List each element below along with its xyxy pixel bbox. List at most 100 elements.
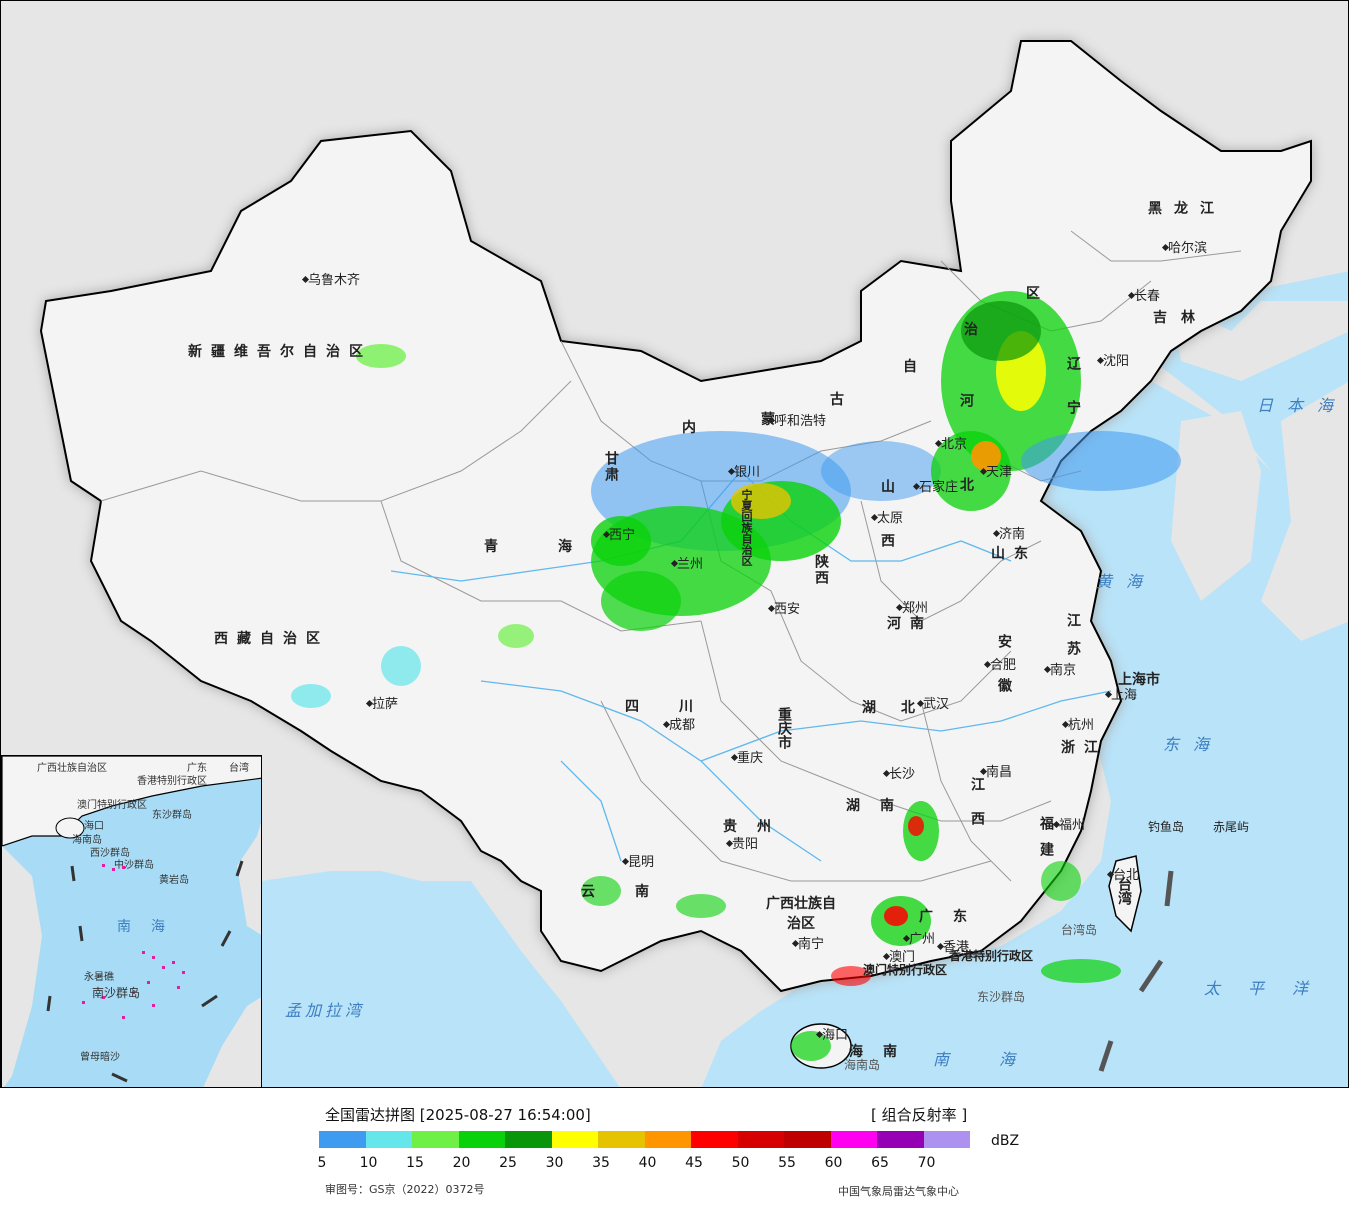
radar-echo: [971, 441, 1001, 471]
legend-title: 全国雷达拼图 [2025-08-27 16:54:00]: [325, 1106, 591, 1124]
city-marker: [979, 467, 988, 476]
legend-tick-label: 20: [452, 1155, 471, 1171]
inset-philippines: [237, 822, 261, 935]
province-macau-sar: 澳门特别行政区: [863, 963, 948, 977]
province-jiangxi: 江西: [969, 777, 985, 845]
legend-swatch: [877, 1131, 924, 1148]
province-hubei: 湖北: [862, 700, 940, 716]
province-neimenggu-6: 区: [1026, 286, 1049, 302]
legend-color-bar: [319, 1131, 970, 1148]
sea-yellow: 黄海: [1096, 572, 1157, 591]
radar-echo: [291, 684, 331, 708]
radar-echo: [676, 894, 726, 918]
sea-east: 东海: [1163, 735, 1224, 754]
radar-echo: [961, 301, 1041, 361]
province-heilongjiang: 黑龙江: [1148, 201, 1226, 217]
sea-japan: 日本海: [1257, 396, 1348, 415]
province-liaoning: 辽宁: [1065, 356, 1081, 444]
radar-echo: [591, 516, 651, 566]
city-xian: 西安: [774, 602, 801, 617]
legend-swatch: [551, 1131, 598, 1148]
province-qinghai: 青海: [484, 539, 632, 555]
radar-echo: [1021, 431, 1181, 491]
city-chengdu: 成都: [669, 718, 696, 733]
province-gansu: 甘肃: [603, 451, 619, 483]
province-shanghai: 上海市: [1118, 672, 1160, 688]
legend-tick-label: 15: [406, 1155, 424, 1171]
radar-map: 乌鲁木齐 拉萨 西宁 兰州 银川 呼和浩特 北京 天津 石家庄 太原 济南 郑州…: [0, 0, 1349, 1088]
province-hebei: 河北: [958, 393, 974, 561]
province-shaanxi: 陕西: [813, 554, 829, 586]
sea-south: 南海: [933, 1050, 1066, 1069]
japan-land: [1261, 382, 1348, 641]
province-jiangsu: 江苏: [1065, 613, 1081, 669]
radar-echo: [731, 483, 791, 519]
province-neimenggu-4: 自: [903, 359, 926, 375]
city-changchun: 长春: [1134, 289, 1161, 304]
province-hainan: 海南: [849, 1044, 917, 1060]
city-marker: [882, 952, 891, 961]
city-marker: [301, 275, 310, 284]
radar-echo: [1041, 861, 1081, 901]
radar-echo: [884, 906, 908, 926]
city-marker: [882, 769, 891, 778]
island-hainan: 海南岛: [844, 1058, 881, 1072]
radar-echo: [1041, 959, 1121, 983]
legend-tick-label: 45: [685, 1155, 703, 1171]
city-beijing: 北京: [941, 437, 968, 452]
legend-tick-label: 25: [499, 1155, 517, 1171]
island-diaoyu: 钓鱼岛: [1148, 820, 1185, 834]
city-marker: [365, 699, 374, 708]
boundary-dashes: [1098, 870, 1174, 1072]
radar-echo: [356, 344, 406, 368]
province-hunan: 湖南: [846, 798, 914, 814]
city-marker: [895, 603, 904, 612]
city-shenyang: 沈阳: [1103, 354, 1130, 369]
legend-product: [ 组合反射率 ]: [871, 1106, 968, 1124]
city-nanchang: 南昌: [986, 765, 1013, 780]
inset-hainan: [55, 817, 85, 839]
legend-swatch: [737, 1131, 784, 1148]
city-marker: [621, 857, 630, 866]
city-marker: [791, 939, 800, 948]
province-shandong: 山东: [991, 546, 1037, 562]
radar-echoes: [291, 291, 1181, 1061]
sea-bengal: 孟加拉湾: [285, 1001, 366, 1020]
legend-panel: 全国雷达拼图 [2025-08-27 16:54:00] [ 组合反射率 ] d…: [0, 1088, 1349, 1208]
city-nanjing: 南京: [1050, 663, 1077, 678]
legend-tick-label: 10: [359, 1155, 378, 1171]
province-guangdong: 广东: [919, 909, 987, 925]
inset-macau: 澳门特别行政区: [77, 800, 147, 811]
city-taiyuan: 太原: [877, 511, 904, 526]
legend-tick-label: 55: [778, 1155, 796, 1171]
city-marker: [670, 559, 679, 568]
inset-vietnam: [2, 846, 42, 1087]
city-macau: 澳门: [889, 950, 916, 965]
south-china-sea-inset: 广西壮族自治区 广东 台湾 香港特别行政区 澳门特别行政区 海口 海南岛 东沙群…: [1, 755, 262, 1087]
legend-swatch: [458, 1131, 505, 1148]
sea-pacific: 太平洋: [1204, 979, 1337, 998]
city-fuzhou: 福州: [1059, 818, 1086, 833]
taiwan-island: [1108, 855, 1142, 933]
legend-source: 中国气象局雷达气象中心: [838, 1185, 959, 1198]
province-anhui: 安徽: [996, 634, 1012, 722]
city-marker: [902, 934, 911, 943]
province-taiwan: 台湾: [1116, 877, 1132, 905]
legend-unit: dBZ: [991, 1133, 1020, 1149]
city-changsha: 长沙: [889, 767, 916, 782]
inset-island-dots: [82, 864, 185, 1019]
radar-echo: [381, 646, 421, 686]
legend-swatch: [691, 1131, 738, 1148]
radar-echo: [821, 441, 941, 501]
city-guiyang: 贵阳: [732, 837, 759, 852]
city-xining: 西宁: [609, 528, 636, 543]
city-shanghai: 上海: [1111, 688, 1138, 703]
korean-peninsula: [1171, 411, 1261, 601]
inset-nansha: 南沙群岛: [92, 986, 141, 1000]
legend-swatch: [784, 1131, 831, 1148]
city-zhengzhou: 郑州: [902, 601, 929, 616]
province-ningxia: 宁夏回族自治区: [740, 489, 753, 566]
legend-tick-label: 60: [824, 1155, 843, 1171]
city-marker: [916, 699, 925, 708]
city-nanning: 南宁: [798, 937, 825, 952]
